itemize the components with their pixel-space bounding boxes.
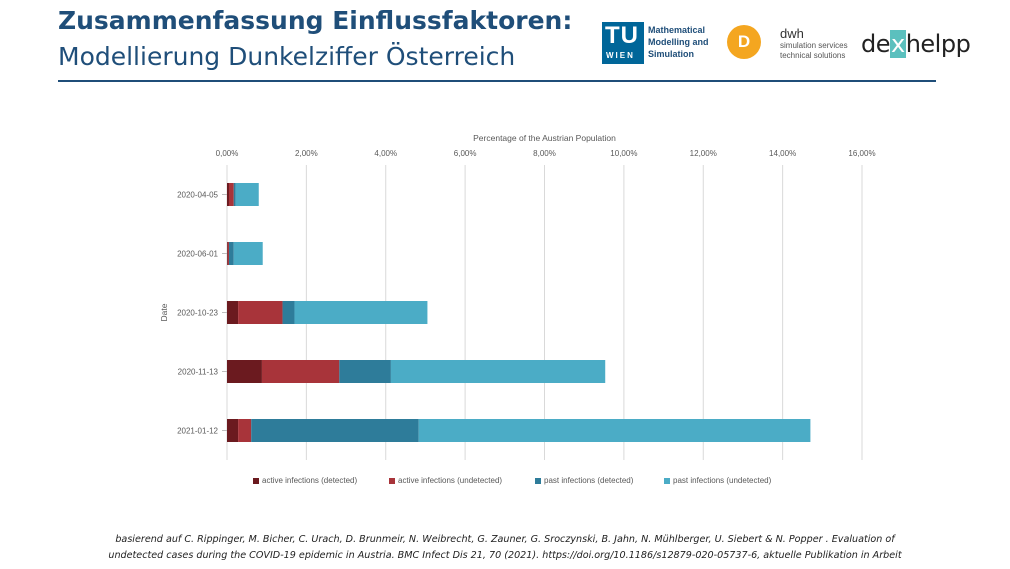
bar-segment — [251, 419, 419, 442]
dexhelpp-logo: dexhelpp — [861, 30, 971, 58]
dwh-logo-name: dwh — [780, 26, 804, 41]
bar-segment — [227, 242, 229, 265]
tu-logo-text-line: Modelling and — [648, 37, 709, 47]
bar-segment — [227, 183, 229, 206]
tu-logo-text-line: Simulation — [648, 49, 695, 59]
bar-segment — [228, 242, 234, 265]
y-tick-label: 2020-10-23 — [177, 309, 218, 318]
bar-segment — [233, 242, 263, 265]
dexhelpp-logo-part: helpp — [905, 30, 971, 58]
x-tick-label: 0,00% — [216, 149, 239, 158]
bar-segment — [228, 183, 234, 206]
tu-logo-text: Mathematical Modelling and Simulation — [648, 24, 709, 60]
y-tick-label: 2021-01-12 — [177, 427, 218, 436]
legend-label: active infections (undetected) — [398, 476, 503, 485]
dwh-logo-subtitle-line: technical solutions — [780, 51, 846, 60]
x-tick-label: 16,00% — [848, 149, 875, 158]
bar-segment — [418, 419, 811, 442]
tu-logo-wien: WIEN — [606, 51, 635, 60]
tu-logo-mark: TU — [605, 22, 639, 49]
citation-line: basierend auf C. Rippinger, M. Bicher, C… — [115, 534, 895, 545]
legend-item: active infections (detected) — [253, 476, 357, 485]
legend-item: past infections (undetected) — [664, 476, 771, 485]
bar-segment — [261, 360, 340, 383]
slide-title-line1: Zusammenfassung Einflussfaktoren: — [58, 6, 573, 35]
bar-segment — [339, 360, 391, 383]
legend-item: past infections (detected) — [535, 476, 633, 485]
legend-swatch — [664, 477, 670, 484]
x-tick-label: 8,00% — [533, 149, 556, 158]
chart-legend: active infections (detected) active infec… — [0, 476, 1010, 488]
x-tick-label: 6,00% — [454, 149, 477, 158]
dexhelpp-logo-x: x — [890, 30, 906, 58]
bar-segment — [294, 301, 428, 324]
bar-segment — [238, 419, 252, 442]
bar-segment — [238, 301, 283, 324]
bar-segment — [390, 360, 606, 383]
bar-segment — [235, 183, 259, 206]
legend-swatch — [389, 477, 395, 484]
dwh-logo-icon: D — [727, 25, 761, 59]
y-tick-label: 2020-11-13 — [178, 368, 219, 377]
bar-segment — [227, 301, 239, 324]
slide-title-line2: Modellierung Dunkelziffer Österreich — [58, 42, 516, 71]
x-tick-label: 4,00% — [374, 149, 397, 158]
tu-logo-text-line: Mathematical — [648, 25, 706, 35]
bar-segment — [227, 360, 262, 383]
citation: basierend auf C. Rippinger, M. Bicher, C… — [0, 532, 1010, 564]
tu-wien-logo: TU WIEN — [602, 22, 644, 64]
citation-line: undetected cases during the COVID-19 epi… — [108, 550, 902, 561]
bar-segment — [227, 242, 228, 265]
x-tick-label: 2,00% — [295, 149, 318, 158]
dexhelpp-logo-part: de — [861, 30, 891, 58]
x-tick-label: 14,00% — [769, 149, 796, 158]
dwh-logo-subtitle: simulation services technical solutions — [780, 41, 848, 61]
title-divider — [58, 80, 936, 82]
dwh-logo-subtitle-line: simulation services — [780, 41, 848, 50]
bar-segment — [227, 419, 239, 442]
legend-item: active infections (undetected) — [389, 476, 502, 485]
x-axis-title: Percentage of the Austrian Population — [473, 133, 616, 143]
legend-label: past infections (undetected) — [673, 476, 772, 485]
x-tick-label: 10,00% — [610, 149, 637, 158]
y-axis-title: Date — [159, 303, 169, 321]
bar-segment — [282, 301, 295, 324]
y-tick-label: 2020-04-05 — [177, 191, 218, 200]
legend-swatch — [253, 477, 259, 484]
legend-swatch — [535, 477, 541, 484]
legend-label: past infections (detected) — [544, 476, 634, 485]
legend-label: active infections (detected) — [262, 476, 358, 485]
y-tick-label: 2020-06-01 — [177, 250, 218, 259]
x-tick-label: 12,00% — [690, 149, 717, 158]
bar-segment — [233, 183, 236, 206]
